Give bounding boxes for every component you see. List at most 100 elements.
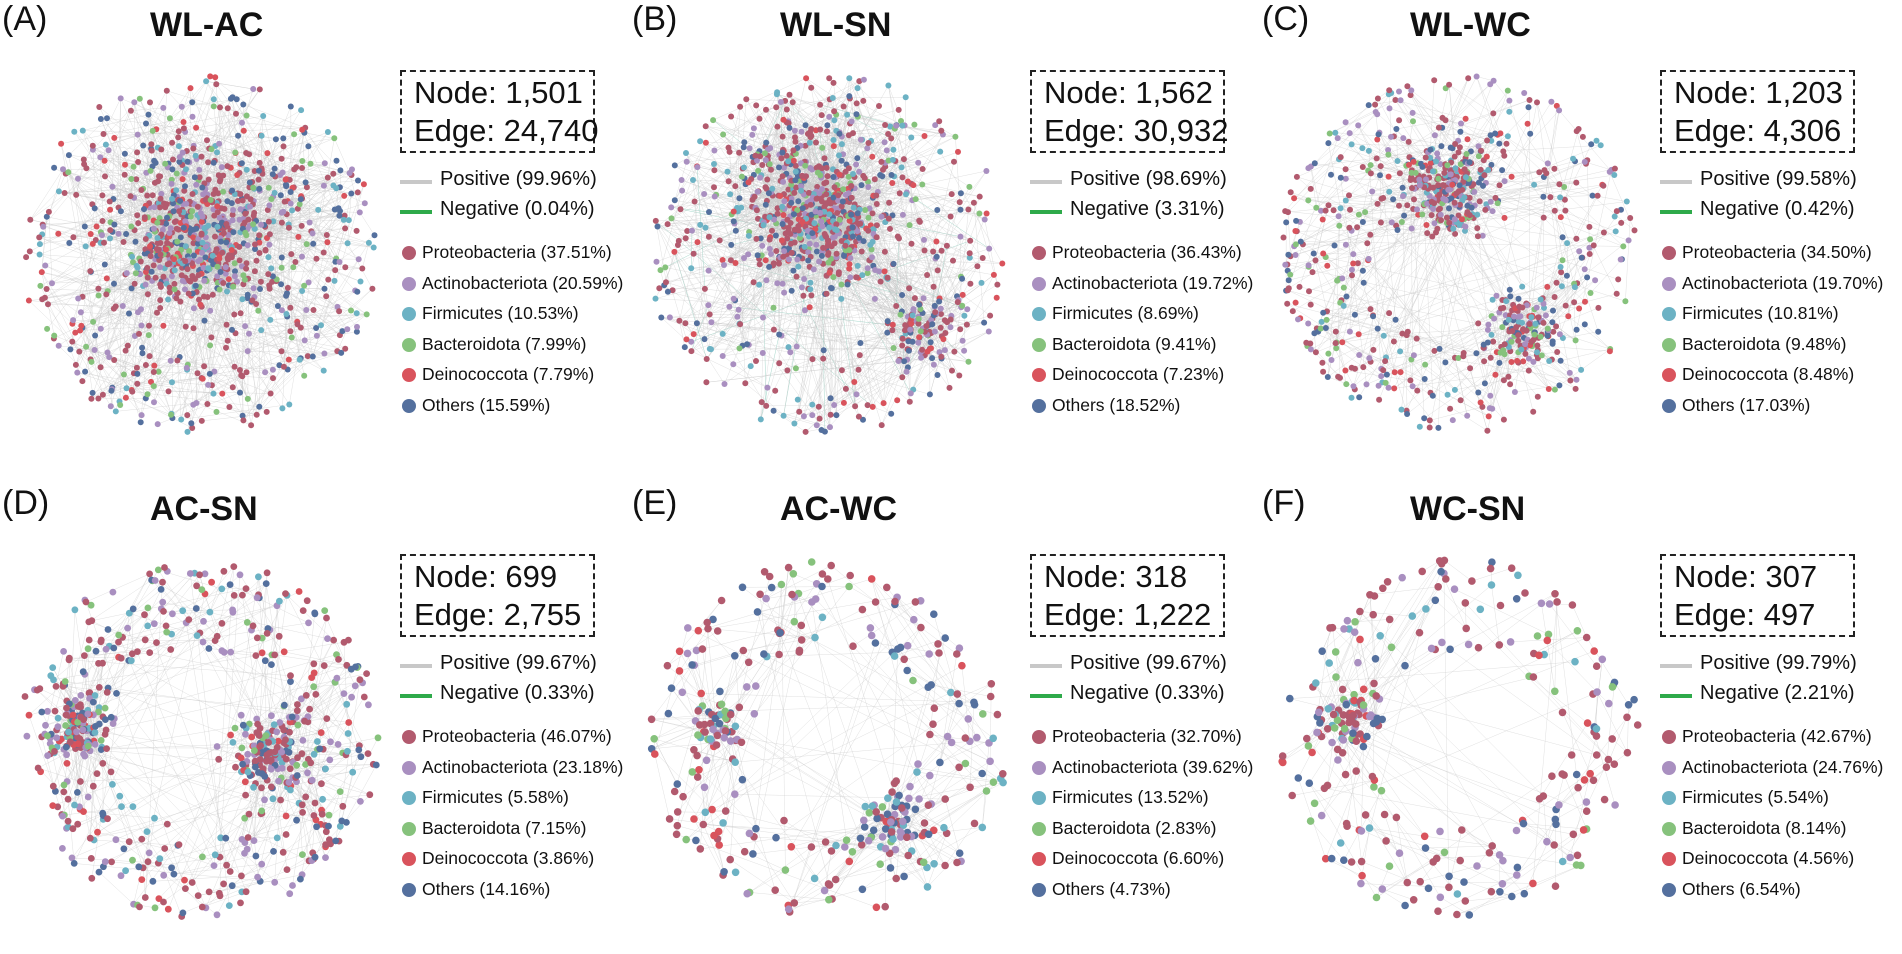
network-node bbox=[177, 198, 183, 204]
network-node bbox=[56, 188, 62, 194]
network-node bbox=[161, 274, 167, 280]
network-node bbox=[46, 209, 52, 215]
network-node bbox=[250, 221, 256, 227]
panel-letter: (A) bbox=[2, 0, 47, 39]
network-node bbox=[193, 153, 199, 159]
network-node bbox=[229, 247, 235, 253]
network-node bbox=[267, 231, 273, 237]
network-node bbox=[92, 347, 98, 353]
network-node bbox=[239, 120, 245, 126]
network-node bbox=[204, 401, 210, 407]
network-node bbox=[151, 204, 157, 210]
network-node bbox=[193, 283, 199, 289]
network-node bbox=[224, 289, 230, 295]
network-node bbox=[354, 310, 360, 316]
network-node bbox=[286, 402, 292, 408]
network-node bbox=[286, 225, 292, 231]
network-edge bbox=[206, 81, 253, 89]
network-node bbox=[245, 396, 251, 402]
network-node bbox=[298, 107, 304, 113]
network-node bbox=[171, 256, 177, 262]
network-node bbox=[247, 204, 253, 210]
network-node bbox=[44, 286, 50, 292]
network-node bbox=[315, 207, 321, 213]
network-node bbox=[248, 422, 254, 428]
network-node bbox=[212, 234, 218, 240]
network-node bbox=[105, 350, 111, 356]
network-node bbox=[95, 286, 101, 292]
network-node bbox=[299, 127, 305, 133]
network-node bbox=[123, 395, 129, 401]
network-node bbox=[109, 184, 115, 190]
network-node bbox=[49, 280, 55, 286]
network-node bbox=[240, 102, 246, 108]
network-edge bbox=[916, 199, 990, 249]
network-node bbox=[287, 328, 293, 334]
network-node bbox=[89, 359, 95, 365]
network-node bbox=[252, 268, 258, 274]
network-node bbox=[310, 241, 316, 247]
network-node bbox=[37, 252, 43, 258]
network-node bbox=[294, 321, 300, 327]
legend-label: Proteobacteria (37.51%) bbox=[422, 242, 612, 263]
network-node bbox=[190, 191, 196, 197]
network-node bbox=[157, 240, 163, 246]
network-node bbox=[83, 243, 89, 249]
node-group bbox=[23, 73, 377, 435]
network-node bbox=[364, 311, 370, 317]
network-node bbox=[243, 150, 249, 156]
network-node bbox=[151, 363, 157, 369]
network-node bbox=[180, 278, 186, 284]
network-node bbox=[245, 348, 251, 354]
network-node bbox=[171, 281, 177, 287]
network-node bbox=[299, 288, 305, 294]
network-node bbox=[179, 104, 185, 110]
panel-title: WL-AC bbox=[150, 6, 263, 45]
network-node bbox=[83, 344, 89, 350]
network-node bbox=[264, 409, 270, 415]
network-node bbox=[223, 239, 229, 245]
network-node bbox=[103, 142, 109, 148]
network-node bbox=[220, 189, 226, 195]
network-node bbox=[131, 99, 137, 105]
network-node bbox=[239, 296, 245, 302]
panel-b: (B) WL-SN Node: 1,562 Edge: 30,932 Posit… bbox=[630, 0, 1250, 470]
network-node bbox=[134, 263, 140, 269]
network-node bbox=[225, 338, 231, 344]
network-node bbox=[73, 362, 79, 368]
network-node bbox=[146, 332, 152, 338]
network-node bbox=[199, 154, 205, 160]
network-node bbox=[71, 129, 77, 135]
network-node bbox=[157, 204, 163, 210]
network-node bbox=[189, 208, 195, 214]
network-node bbox=[150, 192, 156, 198]
network-node bbox=[158, 147, 164, 153]
network-node bbox=[325, 129, 331, 135]
network-node bbox=[180, 150, 186, 156]
network-node bbox=[270, 375, 276, 381]
network-node bbox=[144, 265, 150, 271]
network-node bbox=[310, 230, 316, 236]
network-node bbox=[142, 214, 148, 220]
network-node bbox=[211, 213, 217, 219]
network-node bbox=[291, 131, 297, 137]
network-node bbox=[169, 273, 175, 279]
network-node bbox=[307, 220, 313, 226]
network-node bbox=[280, 170, 286, 176]
network-node bbox=[146, 323, 152, 329]
network-node bbox=[348, 191, 354, 197]
network-node bbox=[237, 257, 243, 263]
network-node bbox=[102, 158, 108, 164]
network-node bbox=[98, 364, 104, 370]
network-node bbox=[128, 193, 134, 199]
network-node bbox=[238, 310, 244, 316]
network-edge bbox=[159, 372, 202, 421]
network-node bbox=[345, 240, 351, 246]
network-node bbox=[180, 176, 186, 182]
network-node bbox=[237, 217, 243, 223]
network-node bbox=[166, 388, 172, 394]
network-node bbox=[183, 324, 189, 330]
network-node bbox=[279, 348, 285, 354]
network-node bbox=[283, 182, 289, 188]
network-node bbox=[106, 147, 112, 153]
